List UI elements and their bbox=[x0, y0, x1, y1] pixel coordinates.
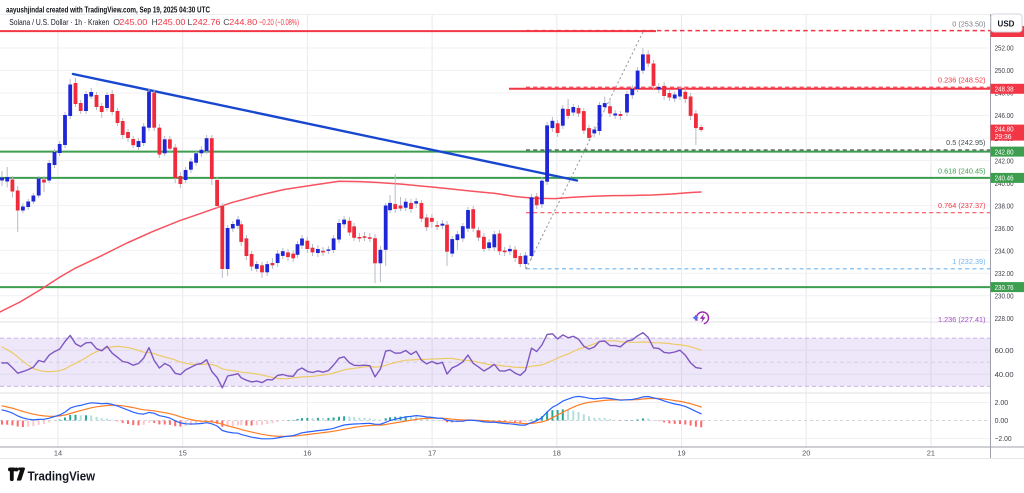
svg-text:1.236 (227.41): 1.236 (227.41) bbox=[938, 315, 985, 324]
svg-text:aayushjindal created with Trad: aayushjindal created with TradingView.co… bbox=[6, 4, 210, 14]
svg-text:17: 17 bbox=[428, 448, 436, 457]
svg-text:15: 15 bbox=[179, 448, 187, 457]
svg-text:244.80: 244.80 bbox=[995, 125, 1014, 134]
svg-text:TradingView: TradingView bbox=[28, 469, 96, 484]
svg-text:−2.00: −2.00 bbox=[995, 434, 1012, 443]
svg-text:0.764 (237.37): 0.764 (237.37) bbox=[938, 201, 985, 210]
svg-text:C: C bbox=[223, 17, 229, 27]
svg-text:40.00: 40.00 bbox=[995, 370, 1014, 379]
svg-text:238.00: 238.00 bbox=[995, 201, 1014, 210]
svg-text:−0.20 (−0.08%): −0.20 (−0.08%) bbox=[259, 17, 299, 27]
svg-text:230.76: 230.76 bbox=[995, 283, 1014, 292]
svg-text:0.5 (242.95): 0.5 (242.95) bbox=[946, 138, 985, 147]
svg-text:29:36: 29:36 bbox=[995, 132, 1012, 141]
svg-text:60.00: 60.00 bbox=[995, 346, 1014, 355]
svg-text:228.00: 228.00 bbox=[995, 314, 1014, 323]
svg-text:20: 20 bbox=[802, 448, 810, 457]
svg-text:240.46: 240.46 bbox=[995, 174, 1014, 183]
svg-text:236.00: 236.00 bbox=[995, 224, 1014, 233]
svg-text:18: 18 bbox=[553, 448, 561, 457]
svg-text:234.00: 234.00 bbox=[995, 246, 1014, 255]
svg-text:2.00: 2.00 bbox=[995, 398, 1009, 407]
svg-text:0.00: 0.00 bbox=[995, 416, 1009, 425]
svg-text:H: H bbox=[152, 17, 158, 27]
svg-text:USD: USD bbox=[998, 20, 1015, 29]
svg-text:242.80: 242.80 bbox=[995, 147, 1014, 156]
svg-text:O: O bbox=[113, 17, 120, 27]
svg-text:0.236 (248.52): 0.236 (248.52) bbox=[938, 75, 985, 84]
svg-text:230.00: 230.00 bbox=[995, 291, 1014, 300]
svg-text:21: 21 bbox=[927, 448, 935, 457]
svg-text:245.00: 245.00 bbox=[119, 17, 147, 27]
svg-text:19: 19 bbox=[677, 448, 685, 457]
svg-text:248.38: 248.38 bbox=[995, 85, 1014, 94]
svg-text:240.00: 240.00 bbox=[995, 179, 1014, 188]
svg-text:0.618 (240.45): 0.618 (240.45) bbox=[938, 166, 985, 175]
svg-text:242.76: 242.76 bbox=[193, 17, 221, 27]
svg-text:Solana / U.S. Dollar · 1h · Kr: Solana / U.S. Dollar · 1h · Kraken bbox=[9, 17, 109, 27]
svg-text:252.00: 252.00 bbox=[995, 44, 1014, 53]
svg-text:14: 14 bbox=[54, 448, 62, 457]
svg-text:L: L bbox=[188, 17, 193, 27]
svg-text:246.00: 246.00 bbox=[995, 111, 1014, 120]
svg-text:232.00: 232.00 bbox=[995, 269, 1014, 278]
svg-text:242.00: 242.00 bbox=[995, 156, 1014, 165]
svg-text:0 (253.50): 0 (253.50) bbox=[952, 20, 985, 29]
svg-text:250.00: 250.00 bbox=[995, 66, 1014, 75]
svg-text:244.80: 244.80 bbox=[229, 17, 257, 27]
svg-text:16: 16 bbox=[303, 448, 311, 457]
svg-text:1 (232.39): 1 (232.39) bbox=[952, 257, 985, 266]
svg-text:245.00: 245.00 bbox=[158, 17, 186, 27]
